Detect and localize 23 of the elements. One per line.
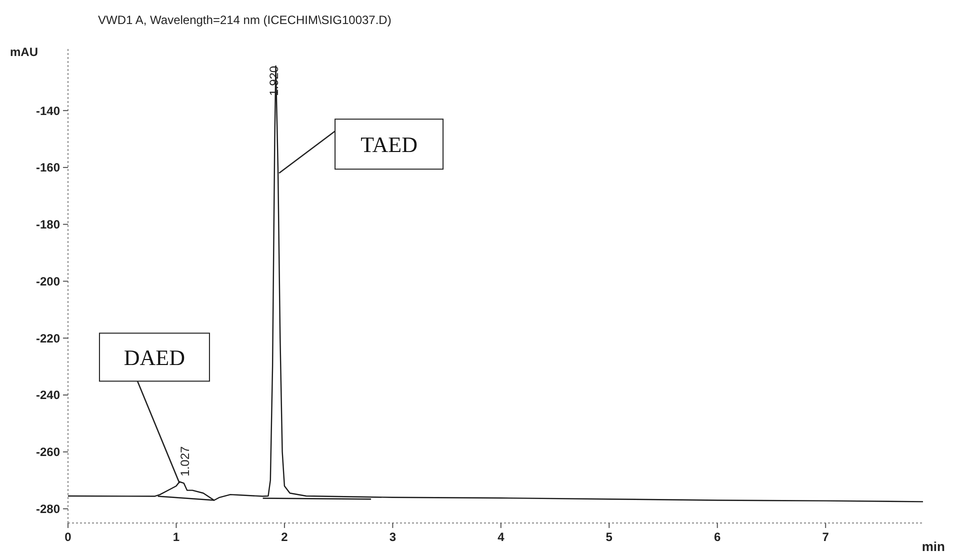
x-axis-title: min [922,539,946,553]
x-tick-label: 1 [172,530,180,544]
x-tick-label: 4 [498,530,505,544]
y-tick-label: -240 [36,388,60,402]
y-tick-label: -140 [36,104,60,118]
y-tick-label: -180 [36,218,60,232]
y-axis-title: mAU [10,45,38,59]
y-tick-label: -260 [36,445,60,460]
x-tick-label: 0 [64,530,72,544]
y-tick-label: -200 [36,274,60,288]
annotation: 1.027 [178,446,192,476]
annotation: DAED [124,344,186,370]
y-tick-label: -280 [36,502,60,516]
annotation: 1.920 [266,66,281,96]
x-tick-label: 2 [281,530,288,544]
y-tick-label: -220 [36,331,60,346]
x-tick-label: 6 [714,530,722,544]
x-tick-label: 5 [606,530,613,544]
chart-title: VWD1 A, Wavelength=214 nm (ICECHIM\SIG10037.D) [98,13,392,27]
y-tick-label: -160 [36,160,60,175]
x-tick-label: 3 [389,530,396,544]
x-tick-label: 7 [822,530,830,544]
annotation: TAED [360,132,418,157]
